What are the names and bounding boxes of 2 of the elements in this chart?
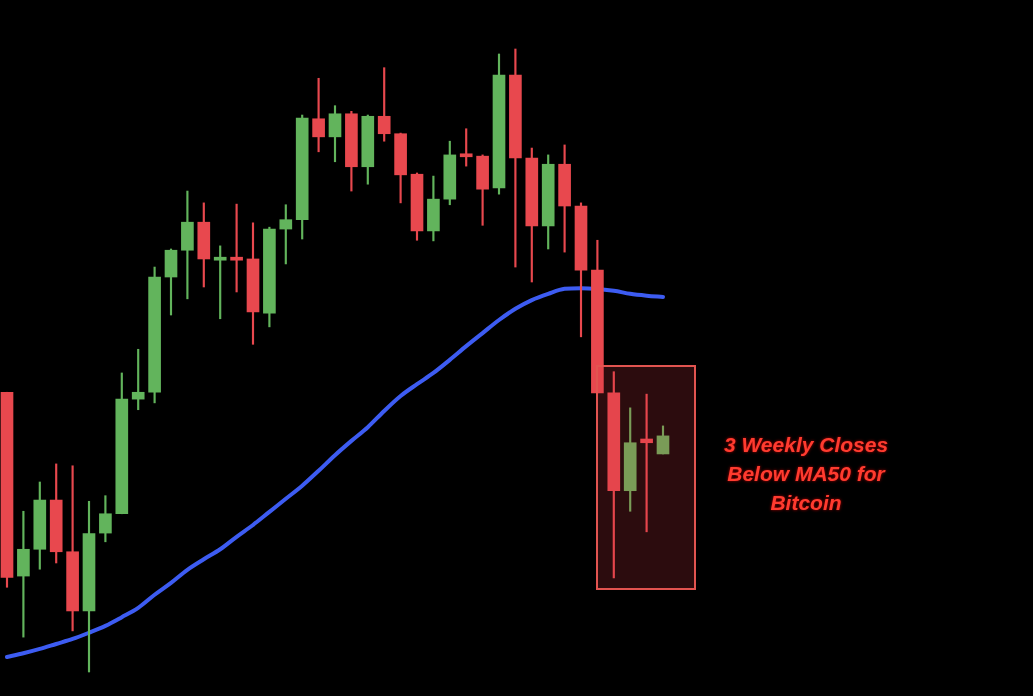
text: 3 Weekly Closes Below MA50 for Bitcoin xyxy=(722,432,890,516)
candlestick xyxy=(640,393,653,533)
